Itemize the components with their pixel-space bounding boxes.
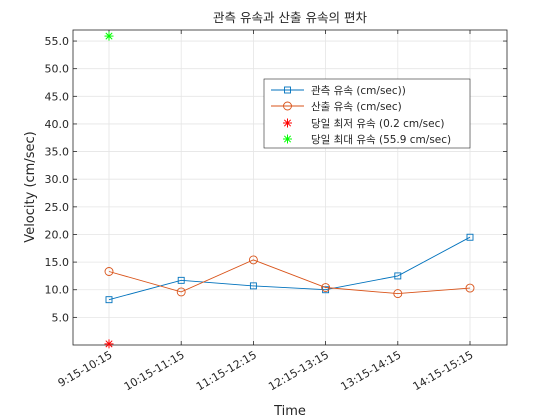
star-stroke	[105, 32, 113, 40]
y-tick-label: 50.0	[45, 63, 70, 76]
data-point-circle	[176, 287, 186, 297]
y-tick-label: 40.0	[45, 118, 70, 131]
legend-label-max: 당일 최대 유속 (55.9 cm/sec)	[311, 133, 451, 146]
series-line-1	[108, 259, 471, 295]
x-axis-label: Time	[273, 404, 306, 419]
data-point-circle	[104, 267, 114, 276]
plot-area	[73, 30, 507, 345]
data-point-square	[177, 276, 185, 284]
max-velocity-star	[104, 31, 114, 41]
chart-title: 관측 유속과 산출 유속의 편차	[213, 10, 367, 25]
data-point-circle	[321, 283, 331, 292]
y-tick-label: 55.0	[45, 35, 70, 48]
legend: 관측 유속 (cm/sec)) 산출 유속 (cm/sec) 당일 최저 유속 …	[263, 78, 471, 149]
data-point-square	[105, 296, 113, 304]
legend-entry-max: 당일 최대 유속 (55.9 cm/sec)	[283, 133, 451, 146]
y-tick-labels: 5.0 10.0 15.0 20.0 25.0 30.0 35.0 40.0 45.0 50.0 5…	[45, 35, 70, 324]
y-tick-label: 5.0	[52, 311, 70, 324]
data-point-square	[466, 233, 474, 241]
y-axis-label: Velocity (cm/sec)	[23, 131, 38, 242]
y-tick-label: 35.0	[45, 146, 70, 159]
data-point-square	[322, 286, 330, 294]
legend-label-computed: 산출 유속 (cm/sec)	[311, 101, 402, 113]
star-stroke	[283, 135, 292, 143]
axes-box	[72, 29, 508, 346]
data-point-circle	[393, 289, 403, 299]
y-tick-label: 15.0	[45, 256, 70, 269]
legend-marker-star-green	[283, 134, 292, 144]
data-point-circle	[465, 283, 475, 293]
legend-star-min-glyph	[283, 118, 292, 128]
y-tick-label: 10.0	[45, 284, 70, 297]
series-line-0	[108, 236, 471, 301]
legend-marker-star-red	[283, 118, 292, 128]
min-velocity-star	[104, 339, 114, 349]
grid-lines	[73, 30, 507, 345]
legend-entry-min: 당일 최저 유속 (0.2 cm/sec)	[283, 117, 444, 130]
legend-marker-square	[284, 86, 291, 94]
legend-entry-observed: 관측 유속 (cm/sec))	[271, 85, 406, 97]
legend-label-min: 당일 최저 유속 (0.2 cm/sec)	[311, 117, 444, 130]
series-layer	[104, 31, 475, 349]
data-point-square	[249, 282, 257, 290]
y-tick-label: 30.0	[45, 173, 70, 186]
star-stroke	[283, 119, 292, 127]
star-stroke	[105, 340, 113, 348]
y-tick-label: 45.0	[45, 90, 70, 103]
y-tick-label: 20.0	[45, 228, 70, 241]
data-point-square	[394, 272, 402, 280]
legend-entry-computed: 산출 유속 (cm/sec)	[271, 101, 402, 113]
legend-marker-circle	[283, 101, 292, 111]
y-tick-label: 25.0	[45, 201, 70, 214]
legend-box	[263, 78, 471, 149]
legend-star-max-glyph	[283, 134, 292, 144]
data-point-circle	[248, 255, 258, 265]
legend-label-observed: 관측 유속 (cm/sec))	[311, 85, 406, 97]
